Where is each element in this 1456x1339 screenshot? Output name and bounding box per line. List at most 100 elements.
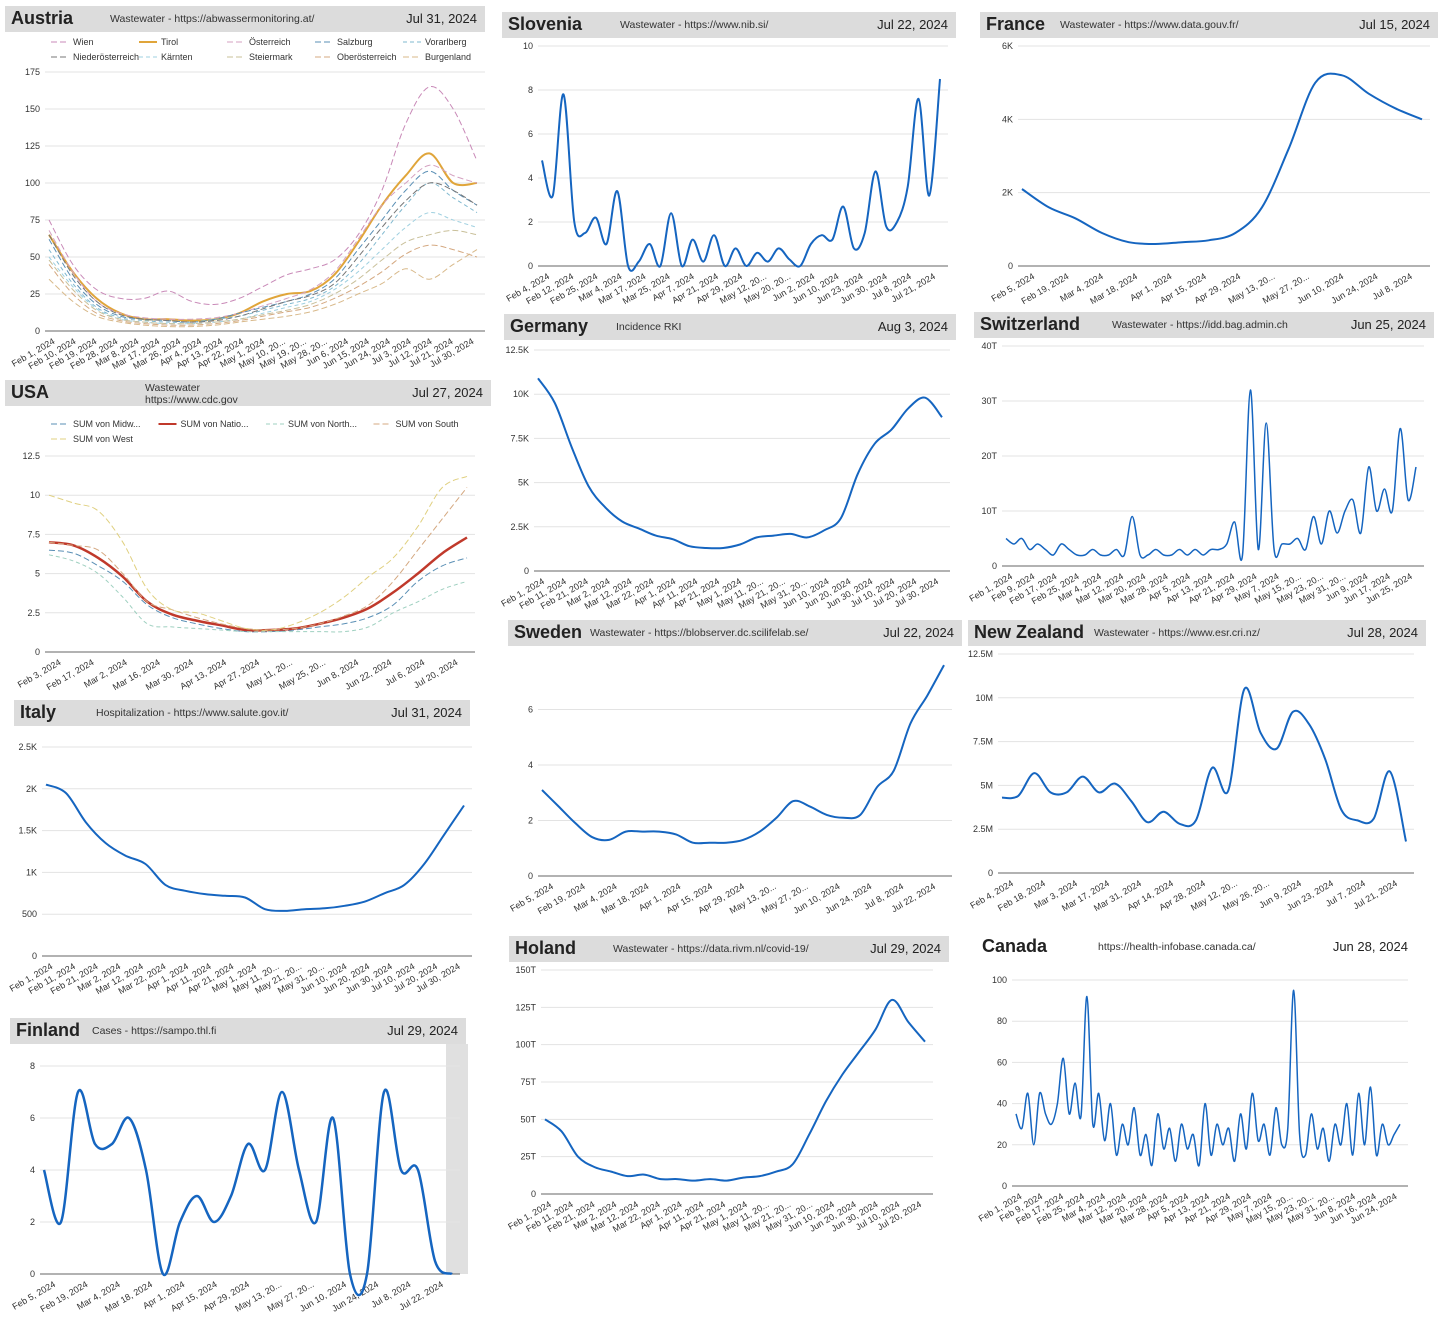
source-url-label: https://www.cdc.gov xyxy=(145,394,238,406)
y-tick-label: 0 xyxy=(528,871,533,881)
legend-label: Niederösterreich xyxy=(73,52,139,62)
date-label: Jul 15, 2024 xyxy=(1359,17,1430,32)
y-tick-label: 0 xyxy=(35,647,40,657)
y-tick-label: 0 xyxy=(992,561,997,571)
country-title: Holand xyxy=(515,938,576,958)
series-line xyxy=(48,86,478,306)
y-tick-label: 2.5M xyxy=(973,824,993,834)
legend-item: SUM von Natio... xyxy=(158,419,249,429)
y-tick-label: 0 xyxy=(35,326,40,336)
legend-item: SUM von North... xyxy=(266,419,357,429)
series-line xyxy=(537,377,943,550)
y-tick-label: 0 xyxy=(1008,261,1013,271)
legend-item: SUM von Midw... xyxy=(51,419,141,429)
source-label: https://health-infobase.canada.ca/ xyxy=(1098,941,1256,953)
series-line xyxy=(48,554,468,633)
y-tick-label: 25 xyxy=(30,289,40,299)
country-title: Sweden xyxy=(514,622,583,642)
legend-label: SUM von Natio... xyxy=(181,419,249,429)
source-label: Wastewater - https://www.nib.si/ xyxy=(620,19,769,31)
y-tick-label: 5K xyxy=(518,478,529,488)
date-label: Jul 27, 2024 xyxy=(412,385,483,400)
source-label: Wastewater - https://abwassermonitoring.… xyxy=(110,13,315,25)
chart-header: New Zealand Wastewater - https://www.esr.… xyxy=(968,620,1426,646)
legend-item: Vorarlberg xyxy=(403,37,467,47)
y-tick-label: 2.5K xyxy=(18,742,37,752)
legend-label: Burgenland xyxy=(425,52,471,62)
country-title: New Zealand xyxy=(974,622,1085,642)
shaded-region xyxy=(446,1044,468,1274)
date-label: Jun 25, 2024 xyxy=(1350,317,1426,332)
legend-label: Salzburg xyxy=(337,37,373,47)
canada-chart-panel: Canada https://health-infobase.canada.ca/… xyxy=(976,934,1416,1234)
y-tick-label: 2K xyxy=(26,784,37,794)
country-title: Canada xyxy=(982,936,1048,956)
y-tick-label: 12.5 xyxy=(22,451,40,461)
y-tick-label: 25T xyxy=(520,1152,536,1162)
y-tick-label: 150T xyxy=(515,965,536,975)
series-line xyxy=(48,536,468,632)
newzealand-chart-panel: New Zealand Wastewater - https://www.esr.… xyxy=(968,620,1426,920)
series-line xyxy=(48,182,478,323)
legend-item: Oberösterreich xyxy=(315,52,397,62)
y-tick-label: 2K xyxy=(1002,188,1013,198)
country-title: Italy xyxy=(20,702,57,722)
series-line xyxy=(544,998,926,1182)
date-label: Jul 31, 2024 xyxy=(406,11,477,26)
legend-item: Wien xyxy=(51,37,94,47)
series-line xyxy=(48,229,478,325)
legend-item: Kärnten xyxy=(139,52,193,62)
legend-item: SUM von South xyxy=(373,419,459,429)
slovenia-chart-panel: Slovenia Wastewater - https://www.nib.si/… xyxy=(502,12,958,306)
y-tick-label: 12.5M xyxy=(968,649,993,659)
chart-header: USA Wastewater https://www.cdc.gov Jul 27, … xyxy=(5,380,491,406)
y-tick-label: 500 xyxy=(22,909,37,919)
date-label: Jul 22, 2024 xyxy=(877,17,948,32)
chart-header: Italy Hospitalization - https://www.salut… xyxy=(14,700,470,726)
series-line xyxy=(1005,389,1417,561)
y-tick-label: 50 xyxy=(30,252,40,262)
country-title: Germany xyxy=(510,316,589,336)
chart-header: Canada https://health-infobase.canada.ca/… xyxy=(976,934,1416,960)
germany-chart-panel: Germany Incidence RKI Aug 3, 2024 0 2.5K 5K 7.… xyxy=(499,314,956,614)
source-label: Wastewater xyxy=(145,382,201,394)
y-tick-label: 100 xyxy=(992,975,1007,985)
chart-header: France Wastewater - https://www.data.gouv… xyxy=(980,12,1438,38)
country-title: Slovenia xyxy=(508,14,583,34)
chart-header: Slovenia Wastewater - https://www.nib.si/… xyxy=(502,12,956,38)
y-tick-label: 80 xyxy=(997,1016,1007,1026)
y-tick-label: 100T xyxy=(515,1040,536,1050)
line-chart: SUM von Midw... SUM von Natio... SUM von N… xyxy=(16,419,475,692)
legend-item: Tirol xyxy=(139,37,178,47)
y-tick-label: 0 xyxy=(531,1189,536,1199)
source-label: Wastewater - https://www.esr.cri.nz/ xyxy=(1094,627,1260,639)
source-label: Wastewater - https://idd.bag.admin.ch xyxy=(1112,319,1288,331)
y-tick-label: 125T xyxy=(515,1002,536,1012)
y-tick-label: 0 xyxy=(988,868,993,878)
series-line xyxy=(1015,989,1401,1167)
y-tick-label: 30T xyxy=(981,396,997,406)
series-line xyxy=(48,549,468,633)
y-tick-label: 12.5K xyxy=(505,345,529,355)
date-label: Jul 31, 2024 xyxy=(391,705,462,720)
series-line xyxy=(48,182,478,323)
date-label: Aug 3, 2024 xyxy=(877,319,948,334)
y-tick-label: 2 xyxy=(528,217,533,227)
y-tick-label: 100 xyxy=(25,178,40,188)
y-tick-label: 7.5 xyxy=(27,529,40,539)
legend-label: Steiermark xyxy=(249,52,293,62)
usa-chart-panel: USA Wastewater https://www.cdc.gov Jul 27, … xyxy=(5,380,493,692)
y-tick-label: 4 xyxy=(528,760,533,770)
source-label: Incidence RKI xyxy=(616,321,682,333)
y-tick-label: 6 xyxy=(528,129,533,139)
y-tick-label: 6K xyxy=(1002,41,1013,51)
series-line xyxy=(45,783,465,912)
legend-item: Burgenland xyxy=(403,52,471,62)
y-tick-label: 0 xyxy=(1002,1181,1007,1191)
y-tick-label: 6 xyxy=(528,705,533,715)
y-tick-label: 1K xyxy=(26,867,37,877)
